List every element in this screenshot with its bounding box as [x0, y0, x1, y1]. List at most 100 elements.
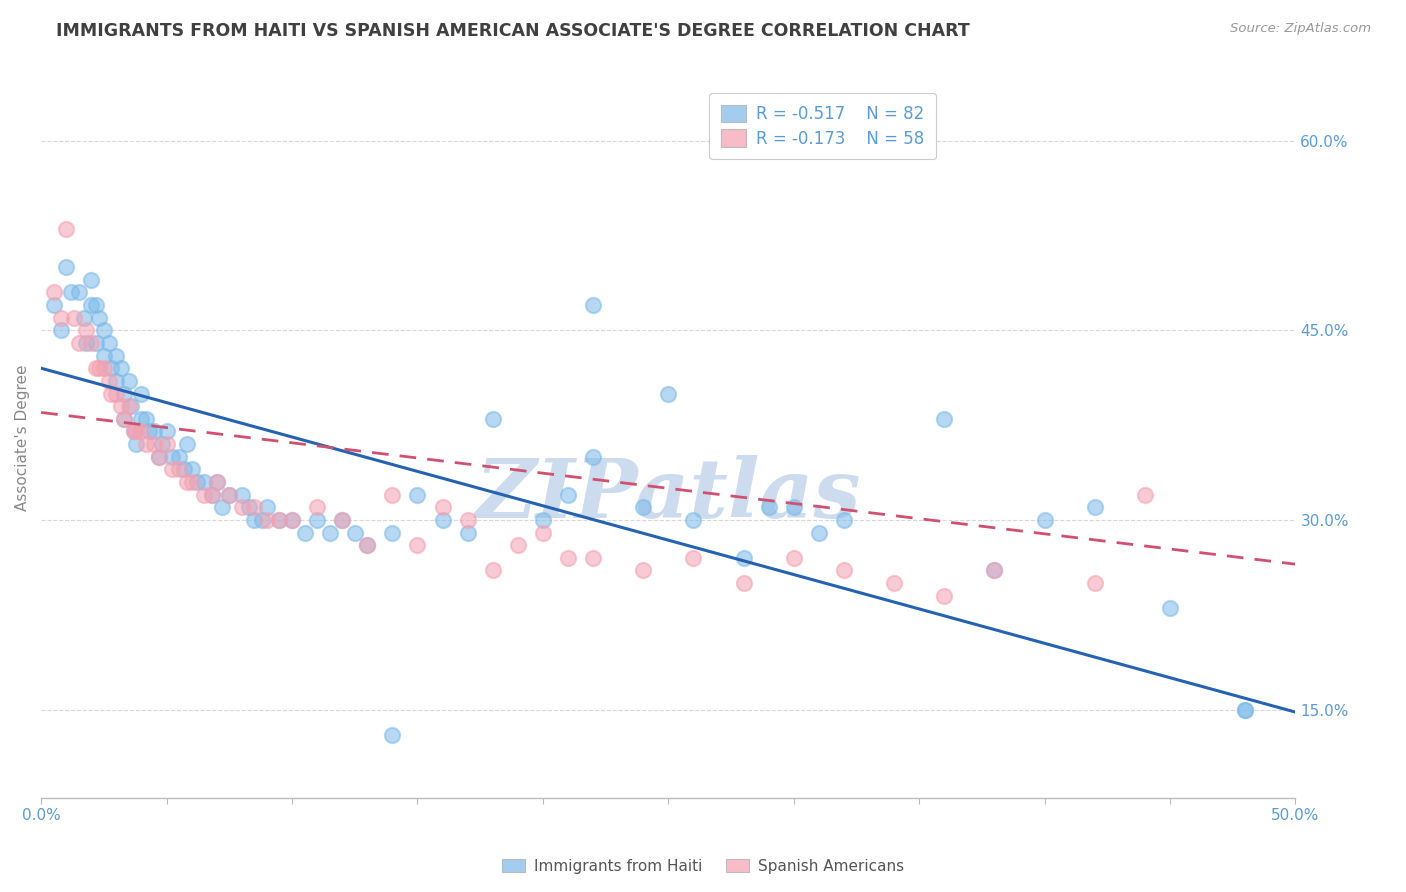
Point — [1159, 601, 1181, 615]
Point — [155, 437, 177, 451]
Point — [330, 513, 353, 527]
Point — [135, 437, 157, 451]
Text: IMMIGRANTS FROM HAITI VS SPANISH AMERICAN ASSOCIATE'S DEGREE CORRELATION CHART: IMMIGRANTS FROM HAITI VS SPANISH AMERICA… — [56, 22, 970, 40]
Point — [60, 285, 83, 300]
Point — [180, 475, 202, 489]
Point — [67, 335, 90, 350]
Point — [356, 538, 378, 552]
Point — [122, 425, 145, 439]
Point — [160, 450, 183, 464]
Point — [557, 488, 579, 502]
Point — [84, 361, 107, 376]
Point — [80, 335, 103, 350]
Point — [112, 386, 135, 401]
Point — [243, 513, 266, 527]
Point — [783, 500, 806, 515]
Point — [807, 525, 830, 540]
Point — [67, 285, 90, 300]
Point — [80, 273, 103, 287]
Point — [148, 450, 170, 464]
Point — [318, 525, 340, 540]
Point — [983, 564, 1005, 578]
Point — [582, 298, 605, 312]
Point — [231, 500, 253, 515]
Point — [238, 500, 260, 515]
Text: ZIPatlas: ZIPatlas — [475, 456, 860, 535]
Point — [381, 525, 404, 540]
Point — [148, 450, 170, 464]
Point — [506, 538, 529, 552]
Point — [97, 335, 120, 350]
Point — [93, 323, 115, 337]
Point — [218, 488, 240, 502]
Point — [211, 500, 233, 515]
Point — [457, 525, 479, 540]
Point — [631, 500, 654, 515]
Point — [150, 437, 173, 451]
Point — [457, 513, 479, 527]
Point — [112, 411, 135, 425]
Point — [205, 475, 228, 489]
Point — [75, 323, 97, 337]
Point — [832, 513, 855, 527]
Point — [356, 538, 378, 552]
Point — [42, 298, 65, 312]
Point — [105, 386, 128, 401]
Point — [832, 564, 855, 578]
Point — [73, 310, 96, 325]
Point — [1133, 488, 1156, 502]
Point — [307, 513, 329, 527]
Point — [143, 425, 166, 439]
Point — [125, 425, 148, 439]
Point — [481, 411, 503, 425]
Point — [631, 564, 654, 578]
Point — [118, 399, 141, 413]
Point — [256, 500, 278, 515]
Point — [557, 550, 579, 565]
Point — [62, 310, 84, 325]
Point — [256, 513, 278, 527]
Point — [231, 488, 253, 502]
Point — [55, 222, 77, 236]
Point — [80, 298, 103, 312]
Point — [1234, 702, 1257, 716]
Point — [243, 500, 266, 515]
Point — [657, 386, 679, 401]
Point — [180, 462, 202, 476]
Point — [1033, 513, 1056, 527]
Point — [269, 513, 291, 527]
Point — [733, 576, 755, 591]
Point — [201, 488, 224, 502]
Point — [269, 513, 291, 527]
Point — [143, 437, 166, 451]
Point — [343, 525, 366, 540]
Point — [42, 285, 65, 300]
Point — [55, 260, 77, 274]
Point — [406, 488, 429, 502]
Point — [294, 525, 316, 540]
Point — [87, 310, 110, 325]
Point — [682, 550, 704, 565]
Point — [201, 488, 224, 502]
Point — [138, 425, 160, 439]
Point — [531, 525, 554, 540]
Point — [582, 550, 605, 565]
Point — [112, 411, 135, 425]
Point — [381, 488, 404, 502]
Point — [432, 500, 454, 515]
Point — [330, 513, 353, 527]
Point — [218, 488, 240, 502]
Point — [93, 361, 115, 376]
Point — [120, 399, 142, 413]
Point — [75, 335, 97, 350]
Point — [281, 513, 304, 527]
Point — [118, 374, 141, 388]
Point — [883, 576, 905, 591]
Point — [531, 513, 554, 527]
Point — [155, 425, 177, 439]
Point — [733, 550, 755, 565]
Point — [110, 361, 132, 376]
Point — [51, 323, 73, 337]
Point — [250, 513, 273, 527]
Point — [1084, 576, 1107, 591]
